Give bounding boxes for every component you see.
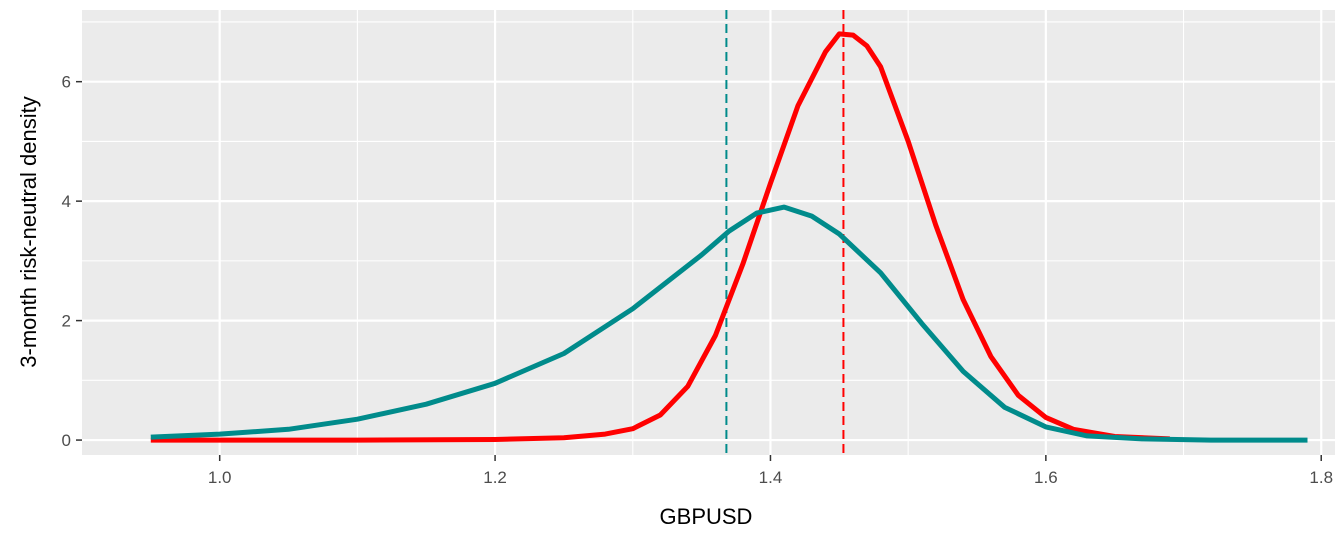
y-tick-label: 4 [62, 192, 71, 211]
y-tick-label: 0 [62, 431, 71, 450]
x-tick-label: 1.6 [1034, 468, 1058, 487]
x-tick-label: 1.2 [483, 468, 507, 487]
y-axis-ticks: 0 2 4 6 [62, 73, 82, 450]
x-tick-label: 1.0 [208, 468, 232, 487]
series-line [150, 31, 1170, 443]
x-tick-label: 1.8 [1309, 468, 1333, 487]
x-tick-label: 1.4 [759, 468, 783, 487]
reference-lines [725, 10, 845, 455]
x-axis-ticks: 1.0 1.2 1.4 1.6 1.8 [208, 455, 1333, 487]
plot-panel [82, 10, 1335, 455]
density-series [150, 31, 1308, 443]
series-line [150, 204, 1308, 443]
grid-minor [82, 10, 1335, 455]
x-axis-title: GBPUSD [660, 504, 753, 529]
y-tick-label: 2 [62, 312, 71, 331]
y-axis-title: 3-month risk-neutral density [16, 96, 41, 367]
y-tick-label: 6 [62, 73, 71, 92]
